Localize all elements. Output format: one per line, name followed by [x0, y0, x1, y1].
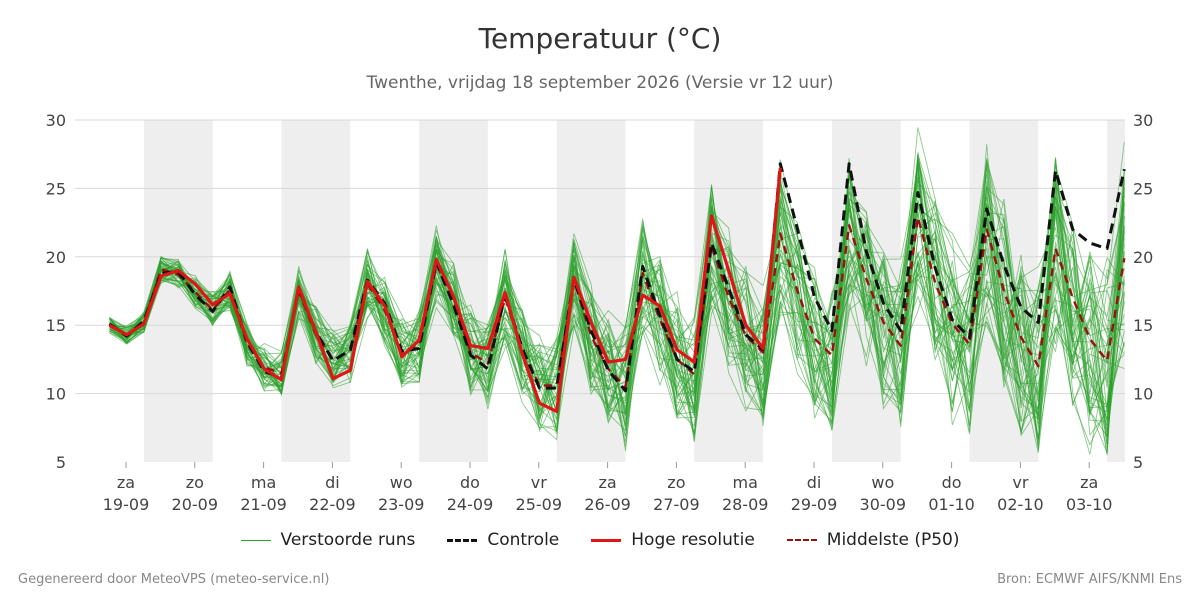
main-series — [108, 162, 1126, 413]
grid-lines — [75, 119, 1125, 395]
x-tick-weekday: zo — [667, 473, 685, 492]
x-tick-date: 27-09 — [653, 495, 700, 514]
legend-item-median: Middelste (P50) — [786, 530, 960, 550]
x-tick-weekday: vr — [531, 473, 547, 492]
ensemble-member-line — [109, 214, 1125, 437]
x-tick-date: 19-09 — [103, 495, 150, 514]
x-tick-weekday: di — [325, 473, 340, 492]
footer-source: Bron: ECMWF AIFS/KNMI Ens — [997, 572, 1182, 587]
y-tick-label-right: 30 — [1133, 111, 1153, 130]
y-axis-left: 5 10 15 20 25 30 — [46, 111, 66, 472]
x-tick-date: 28-09 — [722, 495, 769, 514]
y-tick-label-right: 5 — [1133, 453, 1143, 472]
ensemble-member-line — [109, 176, 1125, 413]
y-axis-right: 5 10 15 20 25 30 — [1133, 111, 1153, 472]
x-tick-date: 21-09 — [240, 495, 287, 514]
legend-swatch-control — [447, 538, 478, 542]
x-tick-date: 22-09 — [309, 495, 356, 514]
x-tick-weekday: wo — [390, 473, 413, 492]
x-tick-weekday: vr — [1012, 473, 1028, 492]
ensemble-member-line — [109, 210, 1125, 446]
series-line-median — [108, 215, 1126, 388]
legend-label-median: Middelste (P50) — [826, 530, 960, 550]
x-tick-date: 03-10 — [1066, 495, 1113, 514]
ensemble-member-line — [109, 164, 1125, 433]
ensemble-member-line — [109, 180, 1125, 443]
x-tick-weekday: zo — [186, 473, 204, 492]
y-tick-label-right: 15 — [1133, 316, 1153, 335]
x-tick-date: 23-09 — [378, 495, 425, 514]
y-tick-label-right: 10 — [1133, 385, 1153, 404]
legend-item-hires: Hoge resolutie — [591, 530, 755, 550]
legend-item-members: Verstoorde runs — [240, 530, 416, 550]
x-tick-weekday: za — [1080, 473, 1098, 492]
x-tick-date: 26-09 — [584, 495, 631, 514]
x-tick-weekday: wo — [871, 473, 894, 492]
legend-swatch-members — [240, 539, 271, 541]
x-tick-weekday: za — [598, 473, 616, 492]
x-tick-date: 20-09 — [172, 495, 219, 514]
y-tick-label-left: 10 — [46, 385, 66, 404]
legend-swatch-hires — [591, 538, 622, 542]
legend-item-control: Controle — [447, 530, 559, 550]
y-tick-label-left: 30 — [46, 111, 66, 130]
ensemble-member-line — [109, 206, 1125, 436]
y-tick-label-left: 5 — [56, 453, 66, 472]
x-tick-weekday: ma — [251, 473, 276, 492]
y-tick-label-left: 25 — [46, 179, 66, 198]
y-tick-label-left: 15 — [46, 316, 66, 335]
x-tick-weekday: za — [117, 473, 135, 492]
legend-label-hires: Hoge resolutie — [631, 530, 755, 550]
x-tick-date: 25-09 — [516, 495, 563, 514]
y-tick-label-right: 20 — [1133, 248, 1153, 267]
y-tick-label-right: 25 — [1133, 179, 1153, 198]
chart-subtitle: Twenthe, vrijdag 18 september 2026 (Vers… — [366, 73, 834, 93]
legend-label-control: Controle — [487, 530, 560, 550]
ensemble-member-line — [109, 203, 1125, 437]
footer-generator: Gegenereerd door MeteoVPS (meteo-service… — [18, 572, 330, 587]
x-tick-weekday: do — [942, 473, 962, 492]
chart-title: Temperatuur (°C) — [478, 22, 722, 55]
x-tick-weekday: di — [807, 473, 822, 492]
ensemble-member-line — [109, 180, 1125, 395]
series-line-hires — [108, 167, 782, 413]
legend: Verstoorde runs Controle Hoge resolutie … — [0, 530, 1200, 550]
x-tick-date: 29-09 — [791, 495, 838, 514]
x-tick-weekday: do — [460, 473, 480, 492]
x-tick-date: 01-10 — [928, 495, 975, 514]
day-band — [281, 120, 351, 462]
y-tick-label-left: 20 — [46, 248, 66, 267]
x-axis: za 19-09 zo 20-09 ma 21-09 di 22-09 wo 23-09 do 24-… — [103, 462, 1113, 514]
ensemble-members — [109, 127, 1125, 456]
x-tick-date: 02-10 — [997, 495, 1044, 514]
x-tick-date: 30-09 — [860, 495, 907, 514]
ensemble-member-line — [109, 159, 1125, 455]
legend-swatch-median — [786, 539, 817, 541]
x-tick-date: 24-09 — [447, 495, 494, 514]
x-tick-weekday: ma — [733, 473, 758, 492]
legend-label-members: Verstoorde runs — [280, 530, 416, 550]
series-line-control — [108, 162, 1126, 393]
